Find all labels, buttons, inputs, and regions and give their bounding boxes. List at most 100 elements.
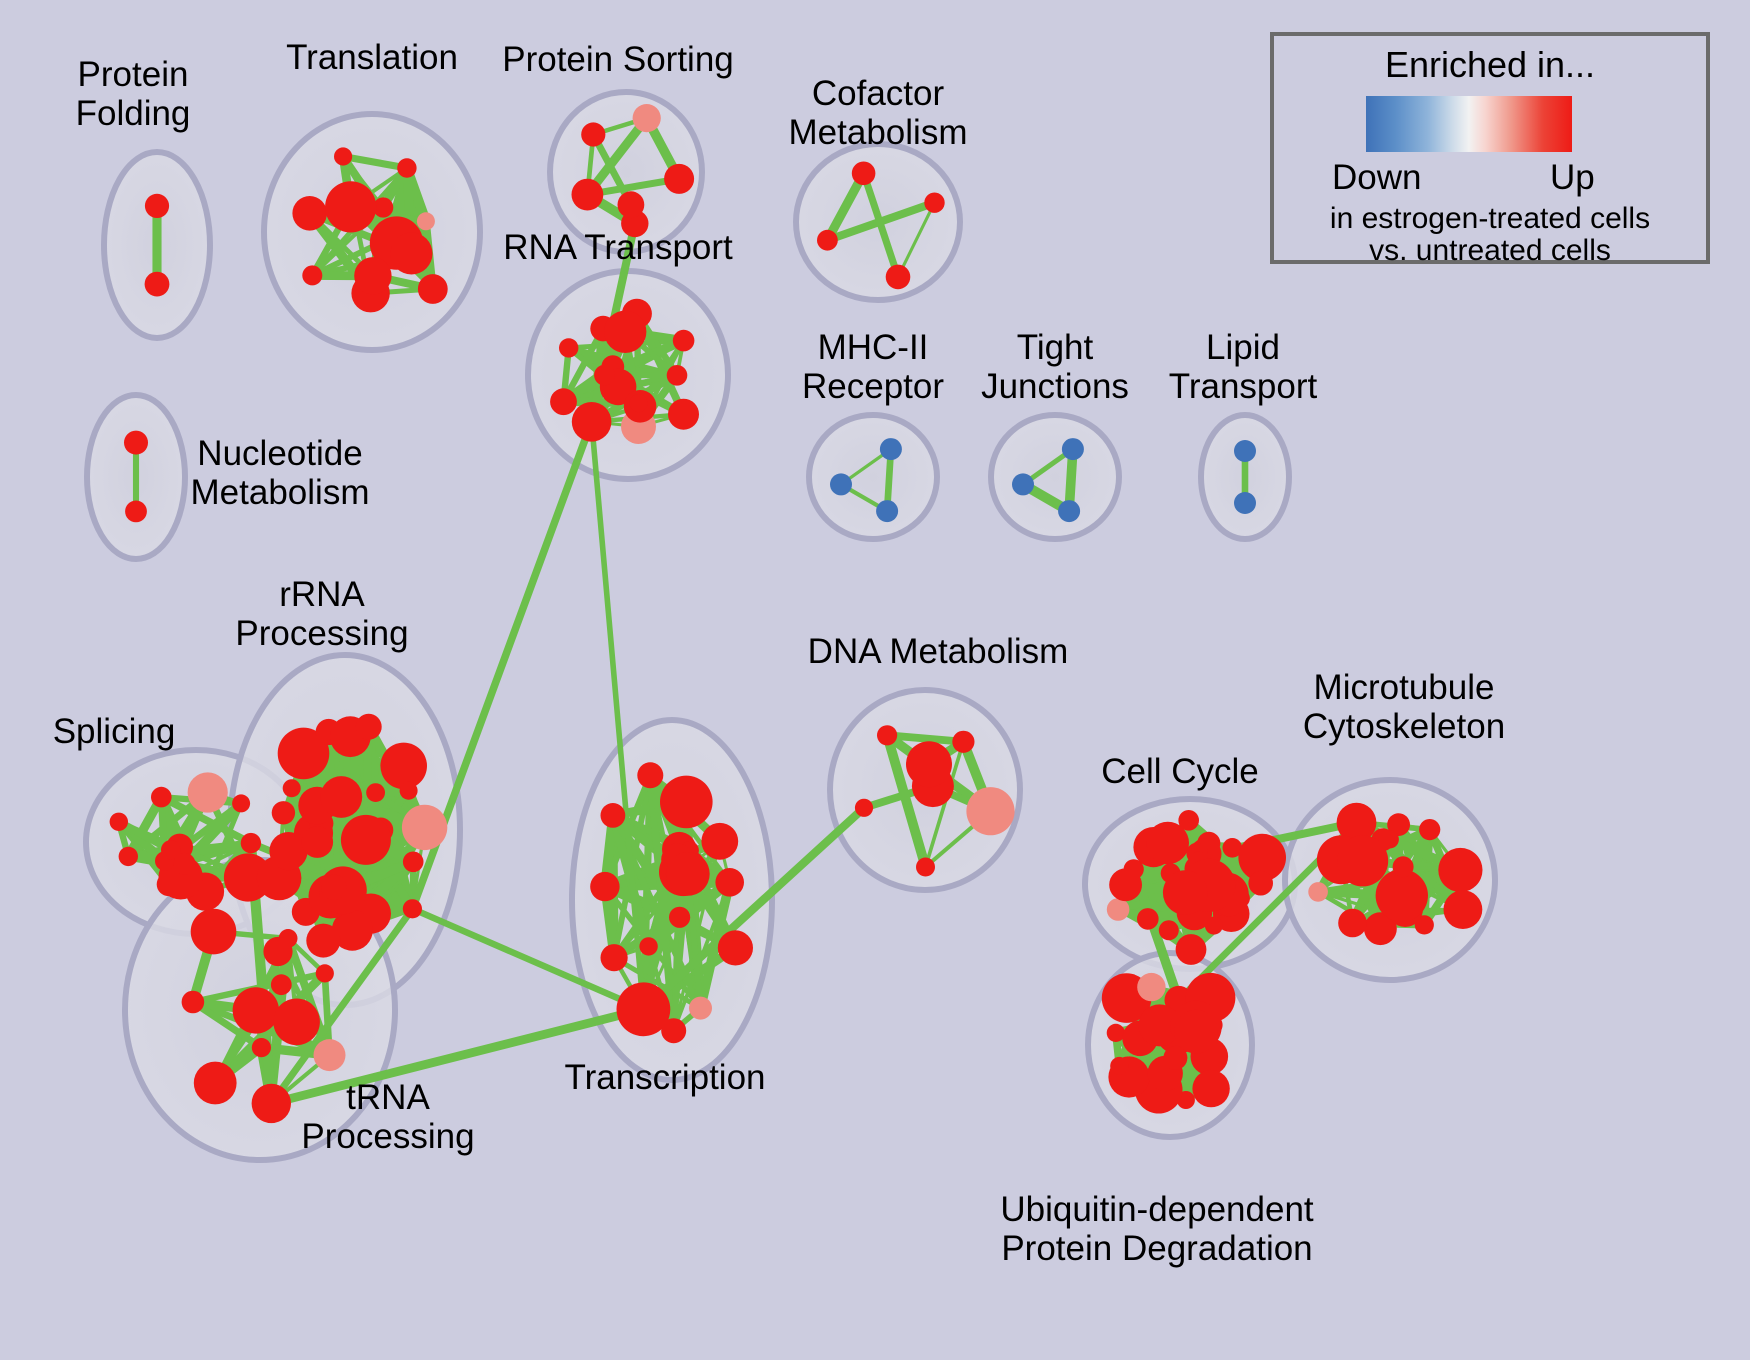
network-node	[715, 868, 744, 897]
legend-subtitle-line2: vs. untreated cells	[1369, 234, 1611, 267]
network-node	[876, 500, 899, 523]
legend-colorbar	[1366, 96, 1572, 152]
network-node	[282, 779, 301, 798]
network-edge	[684, 870, 704, 1012]
network-node	[399, 781, 418, 800]
network-node	[373, 197, 394, 218]
network-node	[916, 857, 935, 877]
network-node	[340, 814, 391, 865]
network-node	[354, 257, 392, 295]
network-node	[1222, 838, 1243, 858]
network-node	[271, 801, 296, 825]
network-node	[830, 473, 852, 496]
network-node	[416, 212, 435, 231]
network-edge	[123, 792, 166, 861]
network-node	[144, 271, 170, 297]
network-node	[594, 364, 615, 386]
network-node	[1234, 440, 1256, 462]
network-node	[1414, 915, 1434, 935]
network-node	[1106, 1023, 1125, 1042]
network-node	[1137, 908, 1159, 930]
network-node	[355, 713, 382, 740]
network-node	[1419, 819, 1441, 841]
network-node	[668, 398, 699, 430]
network-node	[600, 803, 626, 828]
network-node	[109, 812, 128, 831]
legend-subtitle-line1: in estrogen-treated cells	[1329, 202, 1651, 235]
network-node	[144, 193, 170, 218]
network-node	[639, 937, 658, 956]
network-nodes	[109, 104, 1483, 1124]
network-node	[672, 329, 695, 352]
network-node	[1058, 500, 1081, 523]
network-node	[854, 798, 874, 817]
network-node	[924, 192, 945, 213]
network-node	[1109, 868, 1142, 902]
network-edge	[179, 798, 247, 869]
network-node	[1192, 1069, 1230, 1108]
network-node	[817, 229, 838, 251]
network-edge	[882, 730, 931, 872]
network-node	[604, 310, 647, 353]
network-node	[417, 274, 448, 304]
network-node	[966, 787, 1015, 836]
network-edge	[582, 113, 652, 200]
network-node	[325, 181, 377, 233]
network-node	[306, 923, 341, 958]
network-node	[1110, 1056, 1129, 1076]
network-node	[1178, 810, 1199, 831]
network-node	[263, 936, 293, 967]
network-node	[1162, 870, 1208, 915]
network-edge	[189, 998, 265, 1052]
network-node	[301, 826, 334, 858]
network-node	[629, 394, 648, 413]
network-node	[1248, 870, 1273, 896]
network-node	[292, 196, 328, 231]
network-node	[1336, 802, 1377, 843]
legend-high-label: Up	[1550, 158, 1595, 197]
network-node	[571, 402, 612, 442]
network-node	[125, 500, 147, 523]
network-node	[118, 846, 138, 867]
network-edge	[923, 739, 966, 869]
network-edge	[182, 840, 254, 867]
network-node	[1337, 835, 1389, 887]
network-edge	[157, 793, 255, 847]
network-edge	[896, 201, 937, 279]
cluster-hull	[261, 111, 483, 353]
network-node	[334, 147, 353, 166]
network-node	[315, 964, 334, 983]
network-node	[617, 191, 645, 219]
network-node	[1364, 912, 1397, 946]
network-node	[885, 264, 911, 290]
network-node	[270, 974, 292, 996]
network-node	[401, 804, 448, 851]
network-edge	[860, 169, 902, 281]
network-node	[173, 852, 196, 875]
network-node	[397, 158, 417, 178]
network-node	[660, 775, 713, 829]
network-node	[1338, 908, 1367, 938]
network-node	[313, 1039, 346, 1072]
network-node	[550, 388, 577, 416]
network-node	[664, 163, 695, 194]
network-node	[321, 874, 347, 901]
network-node	[669, 906, 691, 928]
network-node	[251, 1038, 271, 1058]
network-node	[571, 178, 604, 211]
legend-low-label: Down	[1332, 158, 1422, 197]
network-edge	[339, 152, 411, 172]
network-edge	[266, 1004, 648, 1108]
network-edge	[560, 325, 607, 405]
network-node	[952, 730, 975, 753]
network-node	[380, 742, 428, 790]
network-node	[1137, 972, 1166, 1002]
network-node	[616, 982, 671, 1037]
network-node	[320, 776, 363, 818]
network-node	[1061, 438, 1084, 461]
network-edge	[409, 905, 647, 1013]
network-node	[1387, 813, 1410, 836]
network-edge	[639, 803, 869, 1014]
network-edge	[267, 905, 416, 1107]
network-node	[1175, 934, 1207, 965]
